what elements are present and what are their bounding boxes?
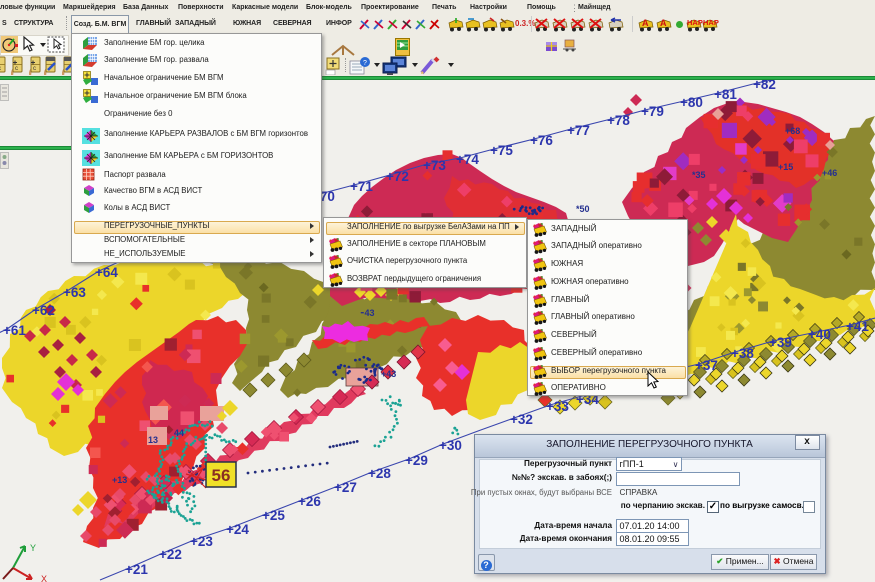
svg-text:+33: +33: [546, 399, 569, 414]
svg-text:+21: +21: [125, 562, 148, 577]
svg-text:+64: +64: [95, 265, 118, 280]
svg-text:+46: +46: [822, 168, 837, 178]
svg-text:+61: +61: [3, 323, 26, 338]
svg-text:+27: +27: [334, 480, 357, 495]
svg-text:A: A: [642, 18, 649, 28]
svg-text:+63: +63: [63, 285, 86, 300]
svg-text:+40: +40: [808, 327, 831, 342]
svg-text:+41: +41: [846, 319, 869, 334]
svg-text:+25: +25: [262, 508, 285, 523]
svg-text:+82: +82: [753, 77, 776, 92]
svg-text:+76: +76: [530, 133, 553, 148]
svg-text:+38: +38: [731, 346, 754, 361]
svg-text:+79: +79: [641, 104, 664, 119]
svg-text:+71: +71: [350, 179, 373, 194]
svg-text:+39: +39: [769, 335, 792, 350]
svg-text:+37: +37: [695, 358, 718, 373]
svg-text:НАР: НАР: [703, 18, 719, 27]
svg-text:A: A: [660, 18, 667, 28]
svg-text:+22: +22: [159, 547, 182, 562]
svg-text:c: c: [0, 66, 1, 72]
svg-text:X: X: [41, 574, 47, 582]
svg-text:c: c: [33, 66, 36, 72]
svg-text:+75: +75: [490, 143, 513, 158]
svg-text:+43: +43: [381, 369, 396, 379]
svg-text:+26: +26: [298, 494, 321, 509]
svg-text:c: c: [15, 66, 18, 72]
svg-text:+29: +29: [405, 453, 428, 468]
svg-text:+73: +73: [423, 158, 446, 173]
svg-text:+74: +74: [456, 152, 479, 167]
svg-text:+24: +24: [226, 522, 249, 537]
svg-text:НАР: НАР: [687, 18, 703, 27]
svg-text:44: 44: [174, 428, 184, 438]
svg-text:+77: +77: [567, 123, 590, 138]
svg-text:+30: +30: [439, 438, 462, 453]
svg-text:Y: Y: [30, 543, 36, 553]
svg-text:+23: +23: [190, 534, 213, 549]
svg-text:13: 13: [148, 435, 158, 445]
svg-text:+78: +78: [607, 113, 630, 128]
svg-text:+15: +15: [778, 162, 793, 172]
svg-text:⁃43: ⁃43: [360, 308, 375, 318]
svg-text:+62: +62: [32, 303, 55, 318]
svg-text:+68: +68: [785, 126, 800, 136]
svg-text:?: ?: [363, 60, 367, 67]
svg-text:+28: +28: [368, 466, 391, 481]
svg-text:+72: +72: [386, 169, 409, 184]
svg-text:+32: +32: [510, 412, 533, 427]
svg-text:*50: *50: [576, 204, 590, 214]
svg-text:+80: +80: [680, 95, 703, 110]
svg-text:*35: *35: [692, 170, 706, 180]
svg-text:+13: +13: [112, 475, 127, 485]
svg-text:+81: +81: [714, 87, 737, 102]
svg-text:56: 56: [212, 466, 231, 485]
